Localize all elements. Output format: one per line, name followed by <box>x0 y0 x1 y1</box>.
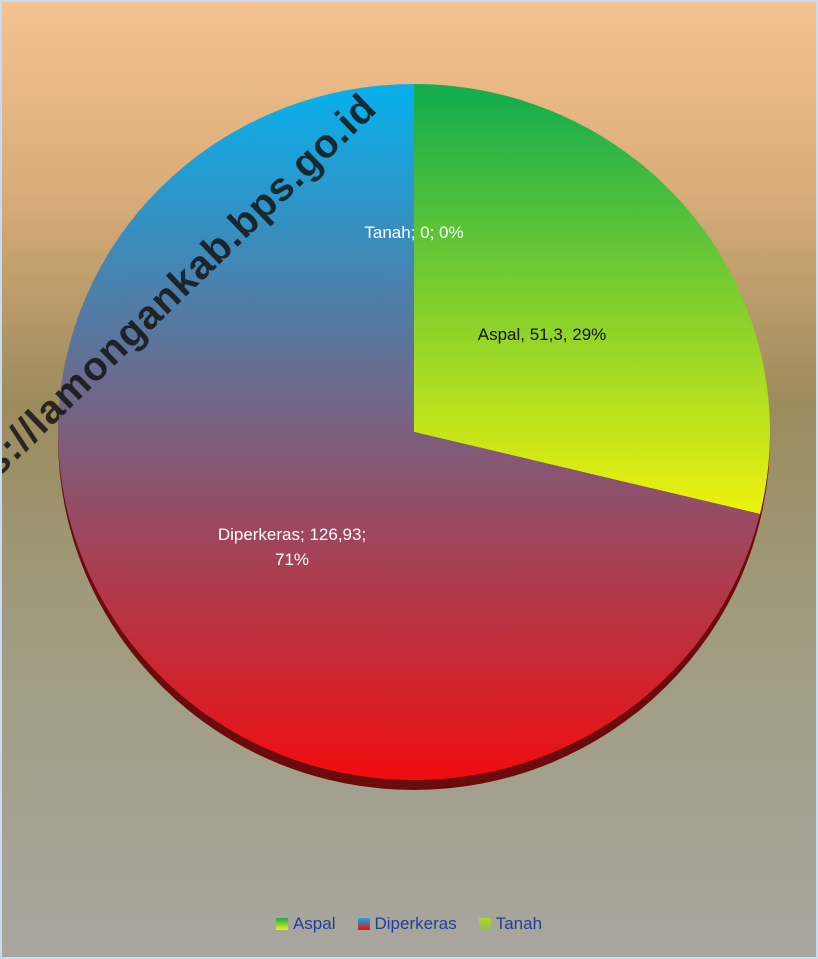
data-label: Tanah; 0; 0% <box>364 223 464 242</box>
legend-item: Aspal <box>275 914 336 934</box>
pie-slice <box>414 84 771 514</box>
legend-label: Aspal <box>292 914 336 933</box>
pie-slice <box>58 84 760 780</box>
legend-item: Tanah <box>478 914 543 934</box>
legend-swatch <box>275 918 288 930</box>
legend-item: Diperkeras <box>357 914 457 934</box>
legend-label: Diperkeras <box>374 914 457 933</box>
data-label: Aspal, 51,3, 29% <box>477 325 607 344</box>
legend: Aspal Diperkeras Tanah <box>2 914 816 934</box>
legend-label: Tanah <box>495 914 543 933</box>
data-label: Diperkeras; 126,93; 71% <box>217 525 367 569</box>
legend-swatch <box>357 918 370 930</box>
legend-swatch <box>478 918 491 930</box>
